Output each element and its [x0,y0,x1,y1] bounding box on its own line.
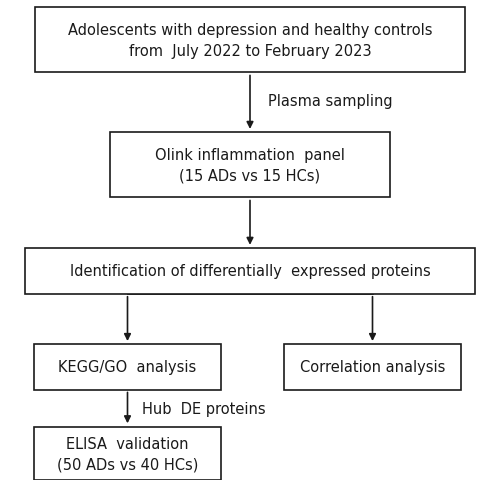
Text: Adolescents with depression and healthy controls
from  July 2022 to February 202: Adolescents with depression and healthy … [68,23,432,59]
FancyBboxPatch shape [34,427,221,480]
Text: Correlation analysis: Correlation analysis [300,360,445,375]
FancyBboxPatch shape [25,249,475,294]
FancyBboxPatch shape [35,8,465,73]
Text: Plasma sampling: Plasma sampling [268,93,392,108]
Text: ELISA  validation
(50 ADs vs 40 HCs): ELISA validation (50 ADs vs 40 HCs) [57,436,198,471]
FancyBboxPatch shape [34,345,221,390]
Text: Hub  DE proteins: Hub DE proteins [142,401,266,417]
Text: Olink inflammation  panel
(15 ADs vs 15 HCs): Olink inflammation panel (15 ADs vs 15 H… [155,148,345,183]
Text: KEGG/GO  analysis: KEGG/GO analysis [58,360,196,375]
FancyBboxPatch shape [110,133,390,198]
FancyBboxPatch shape [284,345,461,390]
Text: Identification of differentially  expressed proteins: Identification of differentially express… [70,264,430,279]
